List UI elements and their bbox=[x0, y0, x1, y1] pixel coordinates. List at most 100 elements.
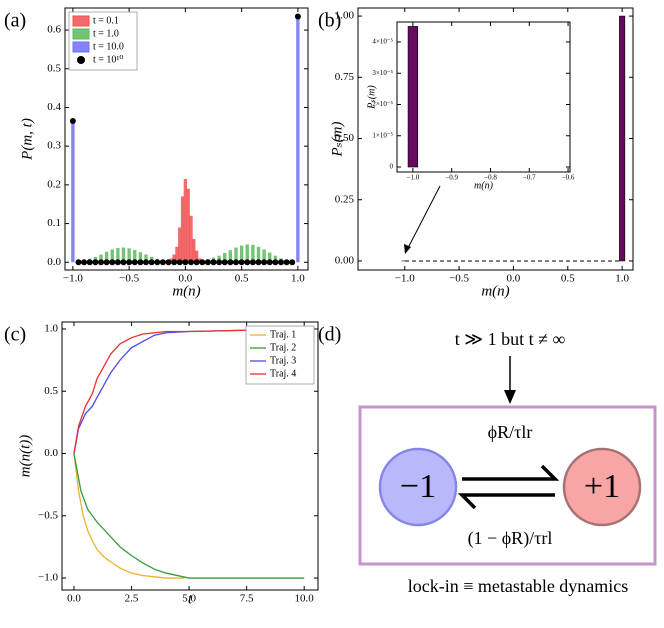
x-tick-label: 1.0 bbox=[291, 273, 305, 285]
legend-label: Traj. 1 bbox=[270, 329, 296, 340]
bar bbox=[256, 246, 261, 263]
bar bbox=[127, 248, 131, 263]
legend-label: Traj. 3 bbox=[270, 355, 296, 366]
x-tick-label: −0.6 bbox=[562, 174, 575, 182]
point bbox=[165, 259, 172, 266]
bar bbox=[262, 249, 266, 263]
forward-rate: ϕR/τlr bbox=[488, 422, 533, 442]
y-axis-label: P(m, t) bbox=[19, 118, 35, 161]
panel-label: (a) bbox=[4, 10, 26, 32]
y-axis-label: Pₛ(m) bbox=[366, 85, 377, 110]
bar bbox=[251, 244, 255, 263]
y-tick-label: 0.00 bbox=[335, 254, 355, 266]
state bbox=[378, 447, 458, 527]
x-tick-label: −0.7 bbox=[523, 174, 536, 182]
x-tick-label: 0.0 bbox=[179, 273, 193, 285]
x-axis-label: m(n) bbox=[481, 283, 509, 299]
condition: t ≫ 1 but t ≠ ∞ bbox=[455, 329, 566, 349]
arrow bbox=[407, 185, 441, 249]
y-tick-label: 0.0 bbox=[47, 256, 61, 268]
point bbox=[171, 259, 178, 266]
point bbox=[227, 259, 234, 266]
x-tick-label: 0.0 bbox=[67, 593, 81, 605]
x-axis-label: m(n) bbox=[172, 283, 200, 299]
point bbox=[154, 259, 161, 266]
arrow-head bbox=[504, 390, 516, 404]
bar bbox=[197, 258, 202, 263]
y-tick-label: 0.0 bbox=[44, 447, 58, 459]
y-tick-label: 0.75 bbox=[335, 71, 355, 83]
point bbox=[233, 259, 239, 266]
bar bbox=[194, 250, 199, 263]
bar bbox=[121, 247, 126, 263]
point bbox=[283, 259, 290, 266]
point bbox=[98, 259, 104, 266]
y-tick-label: 0.25 bbox=[335, 193, 355, 205]
x-axis-label: t bbox=[188, 591, 193, 607]
y-tick-label: 1.0 bbox=[44, 323, 58, 335]
bar bbox=[138, 252, 143, 263]
box bbox=[358, 405, 657, 566]
bar bbox=[239, 245, 244, 263]
panel-label: (b) bbox=[318, 10, 341, 32]
y-tick-label: 4×10⁻⁵ bbox=[372, 38, 393, 46]
bar bbox=[133, 249, 137, 263]
bar bbox=[110, 249, 114, 263]
panel-label: (d) bbox=[318, 324, 341, 346]
y-tick-label: 1.00 bbox=[335, 10, 355, 22]
bar bbox=[180, 196, 185, 263]
x-tick-label: −0.5 bbox=[449, 273, 469, 285]
bar bbox=[186, 188, 190, 263]
caption: lock-in ≡ metastable dynamics bbox=[408, 576, 629, 596]
point bbox=[255, 259, 262, 266]
bar bbox=[172, 254, 176, 263]
backward-rate: (1 − ϕR)/τrl bbox=[468, 528, 553, 549]
bar bbox=[104, 251, 109, 263]
bar bbox=[175, 246, 179, 263]
line bbox=[73, 328, 305, 454]
point bbox=[86, 259, 93, 266]
point bbox=[199, 259, 206, 266]
bar bbox=[189, 215, 193, 263]
x-tick-label: 0.5 bbox=[235, 273, 249, 285]
plot-frame bbox=[61, 321, 319, 591]
y-tick-label: 0 bbox=[390, 163, 394, 171]
x-tick-label: −1.0 bbox=[63, 273, 83, 285]
y-tick-label: 1×10⁻⁵ bbox=[372, 131, 393, 139]
y-tick-label: 0.50 bbox=[335, 132, 355, 144]
panel-label: (c) bbox=[4, 324, 26, 346]
point bbox=[238, 259, 245, 266]
legend-label: Traj. 4 bbox=[270, 368, 296, 379]
panel: −1.0 −0.9 −0.8 −0.7 −0.6 0 1×10⁻⁵ 2×10⁻⁵ 3×10⁻⁵ 4… bbox=[366, 21, 575, 191]
x-tick-label: 10.0 bbox=[295, 593, 315, 605]
point bbox=[272, 259, 279, 266]
x-tick-label: −0.8 bbox=[484, 174, 497, 182]
bar bbox=[192, 239, 196, 263]
y-tick-label: 2×10⁻⁵ bbox=[372, 100, 393, 108]
y-tick-label: −0.5 bbox=[38, 509, 58, 521]
legend-swatch bbox=[72, 15, 90, 27]
x-axis-label: m(n) bbox=[474, 180, 494, 191]
state-label: +1 bbox=[584, 468, 620, 505]
y-tick-label: 0.1 bbox=[47, 217, 61, 229]
bar bbox=[144, 254, 148, 263]
x-tick-label: 5.0 bbox=[182, 593, 196, 605]
bar bbox=[407, 26, 419, 168]
y-tick-label: 3×10⁻⁵ bbox=[372, 69, 393, 77]
line bbox=[73, 453, 305, 579]
x-tick-label: 0.5 bbox=[561, 273, 575, 285]
point bbox=[294, 13, 301, 20]
point bbox=[148, 259, 155, 266]
plot-frame bbox=[64, 7, 309, 271]
bar bbox=[178, 227, 182, 263]
harpoon bbox=[457, 493, 555, 510]
y-tick-label: 0.3 bbox=[47, 140, 61, 152]
y-tick-label: 0.2 bbox=[47, 178, 61, 190]
legend-label: Traj. 2 bbox=[270, 342, 296, 353]
legend-swatch bbox=[77, 56, 85, 64]
point bbox=[114, 259, 121, 266]
point bbox=[216, 259, 223, 266]
point bbox=[176, 259, 183, 266]
bar bbox=[296, 16, 300, 263]
x-tick-label: −0.5 bbox=[119, 273, 139, 285]
